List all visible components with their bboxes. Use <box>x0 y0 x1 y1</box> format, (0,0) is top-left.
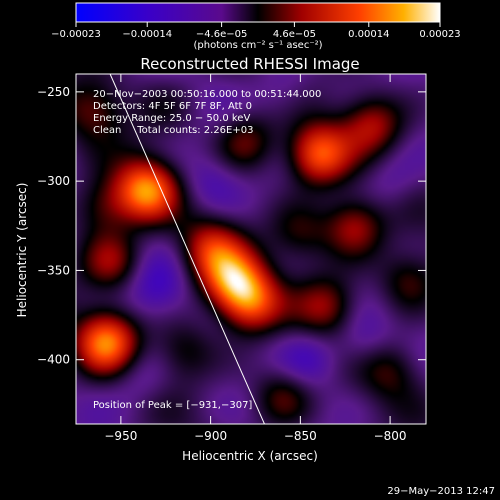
colorbar-ticks: −0.00023 −0.00014 −4.6e−05 4.6e−05 0.00014 0.… <box>51 22 461 40</box>
colorbar-tick-label: −4.6e−05 <box>196 29 248 40</box>
y-tick-label: −300 <box>37 174 70 188</box>
x-axis-label: Heliocentric X (arcsec) <box>182 449 318 463</box>
x-tick-label: −800 <box>374 429 407 443</box>
y-tick-label: −400 <box>37 353 70 367</box>
colorbar-tick-label: 0.00023 <box>419 29 460 40</box>
limb-line <box>109 74 265 424</box>
colorbar-unit-label: (photons cm⁻² s⁻¹ asec⁻²) <box>193 40 322 51</box>
chart-title: Reconstructed RHESSI Image <box>140 55 359 73</box>
info-line-time: 20−Nov−2003 00:50:16.000 to 00:51:44.000 <box>93 89 321 100</box>
heatmap-image <box>76 74 426 424</box>
info-line-detectors: Detectors: 4F 5F 6F 7F 8F, Att 0 <box>93 101 252 112</box>
y-axis-label: Heliocentric Y (arcsec) <box>15 183 29 318</box>
x-tick-label: −900 <box>194 429 227 443</box>
axis-ticks: −950 −900 −850 −800 −250 −300 −350 −400 <box>37 74 426 443</box>
peak-position-label: Position of Peak = [−931,−307] <box>93 400 252 411</box>
colorbar: −0.00023 −0.00014 −4.6e−05 4.6e−05 0.00014 0.… <box>51 2 461 51</box>
y-tick-label: −350 <box>37 263 70 277</box>
plot-frame <box>75 73 427 425</box>
footer-timestamp: 29−May−2013 12:47 <box>387 486 495 497</box>
plot-area: −950 −900 −850 −800 −250 −300 −350 −400 20−Nov−… <box>37 73 427 443</box>
colorbar-tick-label: −0.00023 <box>51 29 101 40</box>
colorbar-tick-label: 4.6e−05 <box>273 29 316 40</box>
y-tick-label: −250 <box>37 85 70 99</box>
colorbar-tick-label: 0.00014 <box>348 29 389 40</box>
colorbar-tick-label: −0.00014 <box>122 29 172 40</box>
info-line-energy: Energy Range: 25.0 − 50.0 keV <box>93 113 250 124</box>
colorbar-gradient <box>75 2 441 23</box>
info-line-counts: Clean Total counts: 2.26E+03 <box>93 125 253 136</box>
x-tick-label: −950 <box>104 429 137 443</box>
x-tick-label: −850 <box>284 429 317 443</box>
